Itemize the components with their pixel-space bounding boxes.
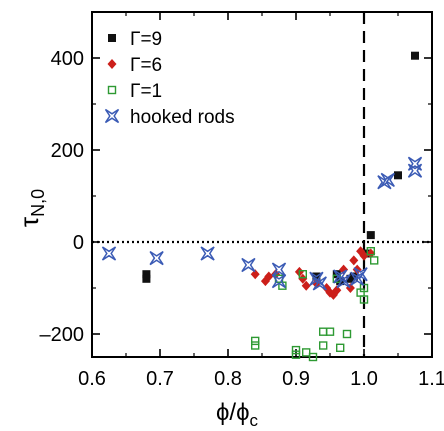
data-point [302, 348, 311, 357]
legend-marker [104, 108, 120, 124]
x-tick-label: 0.7 [146, 368, 174, 390]
data-point [366, 248, 376, 259]
data-marks [101, 51, 423, 362]
data-point [336, 273, 351, 289]
legend: Γ=9 Γ=6 Γ=1 hooked rods [104, 29, 235, 128]
x-tick-label: 0.6 [78, 368, 106, 390]
legend-label: Γ=9 [130, 29, 162, 50]
data-point [319, 327, 328, 336]
legend-label: hooked rods [130, 107, 235, 128]
data-point [366, 231, 375, 240]
data-point [301, 280, 311, 291]
x-tick-label: 0.8 [214, 368, 242, 390]
legend-label: Γ=1 [130, 81, 162, 102]
data-point [312, 276, 327, 291]
y-axis-title: τN,0 [14, 189, 48, 227]
series-2 [250, 246, 379, 362]
x-tick-label: 0.9 [282, 368, 310, 390]
data-point [411, 51, 419, 60]
y-tick-label: 200 [51, 140, 84, 162]
data-point [142, 270, 151, 279]
data-point [291, 350, 301, 359]
series-3 [101, 156, 423, 291]
data-point [332, 285, 342, 296]
y-tick-label: 0 [73, 232, 84, 254]
data-point [356, 246, 366, 257]
data-point [291, 345, 301, 355]
data-point [250, 269, 260, 280]
x-axis-title-main: ϕ/ϕ [216, 399, 250, 426]
legend-marker [108, 34, 116, 42]
data-point [319, 341, 328, 350]
data-point [200, 246, 215, 261]
reference-lines [92, 12, 432, 357]
legend-marker [107, 59, 117, 69]
data-point [350, 271, 365, 286]
data-point [264, 271, 274, 282]
x-tick-label: 1.1 [418, 368, 444, 390]
x-axis-title-sub: c [250, 411, 259, 430]
data-point [342, 329, 352, 339]
data-point [298, 273, 308, 284]
data-point [241, 257, 256, 273]
data-point [308, 352, 318, 362]
data-point [353, 267, 368, 282]
series-0 [142, 51, 419, 286]
y-axis-ticks: –200 0 200 400 [40, 11, 432, 346]
x-tick-label: 1.0 [350, 368, 378, 390]
y-tick-label: 400 [51, 48, 84, 70]
data-point [298, 270, 307, 279]
data-point [366, 246, 375, 256]
y-axis-title-sub: N,0 [28, 189, 48, 217]
data-point [142, 274, 151, 283]
data-point [359, 250, 369, 261]
data-point [271, 273, 287, 289]
data-point [250, 336, 260, 346]
y-tick-label: –200 [40, 324, 85, 346]
x-axis-title: ϕ/ϕc [216, 399, 259, 430]
data-point [380, 172, 395, 188]
data-point [394, 171, 402, 180]
data-point [250, 341, 260, 350]
data-point [370, 256, 379, 265]
y-axis-title-main: τ [14, 216, 44, 227]
data-point [349, 255, 359, 266]
x-axis-ticks: 0.6 0.7 0.8 0.9 1.0 1.1 [78, 12, 444, 390]
data-point [377, 175, 392, 190]
legend-marker [107, 85, 117, 95]
data-point [407, 156, 423, 171]
data-point [336, 343, 345, 352]
data-point [271, 262, 287, 277]
data-point [325, 327, 335, 336]
legend-label: Γ=6 [130, 55, 162, 76]
data-point [359, 295, 369, 304]
data-point [101, 246, 117, 261]
data-point [149, 250, 164, 266]
